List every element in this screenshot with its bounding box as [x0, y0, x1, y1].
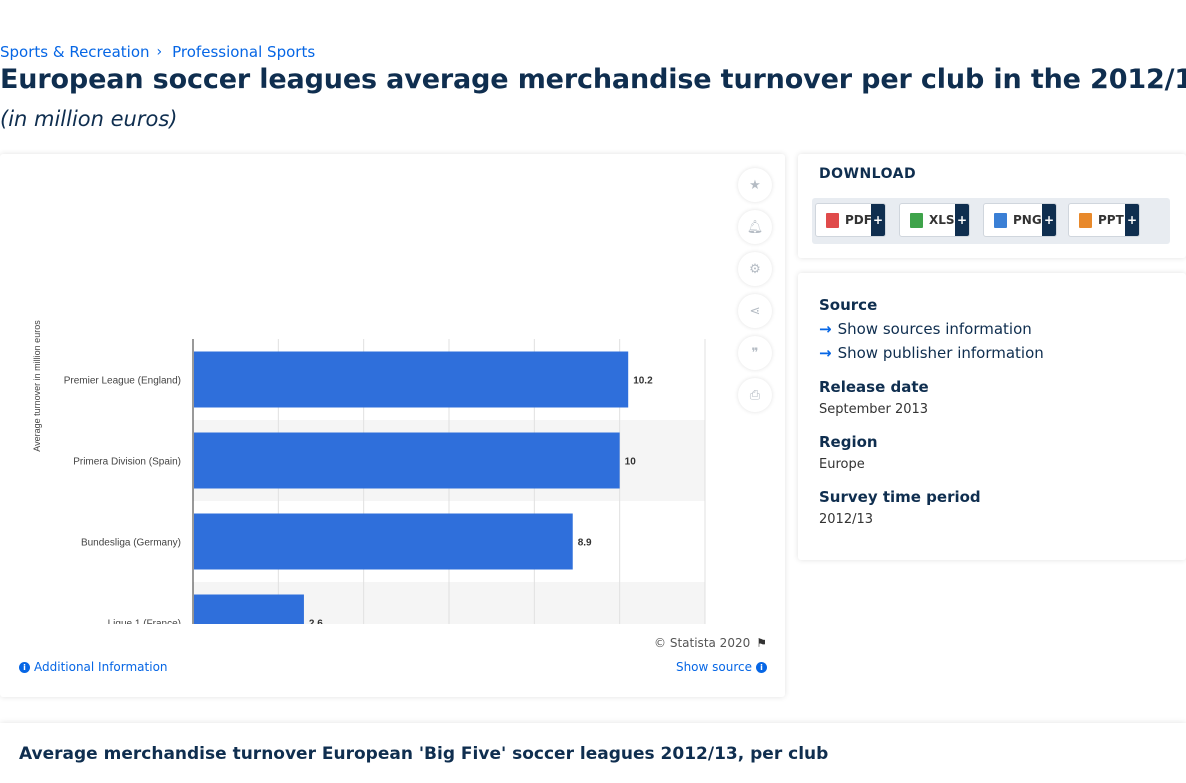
- release-date-value: September 2013: [819, 402, 929, 417]
- arrow-right-icon: →: [819, 320, 832, 338]
- bar[interactable]: [194, 351, 629, 408]
- download-png-button[interactable]: PNG +: [983, 203, 1057, 237]
- png-plus-icon[interactable]: +: [1042, 204, 1056, 236]
- star-icon[interactable]: ★: [738, 168, 772, 202]
- page-title: European soccer leagues average merchand…: [0, 64, 1186, 95]
- source-label: Source: [819, 296, 878, 314]
- related-statistic-title[interactable]: Average merchandise turnover European 'B…: [19, 744, 829, 764]
- download-title: DOWNLOAD: [819, 166, 917, 182]
- quote-icon[interactable]: ❞: [738, 336, 772, 370]
- show-publisher-link[interactable]: → Show publisher information: [819, 344, 1044, 362]
- breadcrumb: Sports & Recreation › Professional Sport…: [0, 43, 315, 61]
- related-statistic-card[interactable]: Average merchandise turnover European 'B…: [0, 723, 1186, 783]
- info-icon: i: [19, 661, 30, 673]
- breadcrumb-separator: ›: [156, 44, 163, 60]
- bar[interactable]: [194, 513, 573, 570]
- additional-information-label: Additional Information: [34, 660, 168, 674]
- info-card: Source → Show sources information → Show…: [798, 273, 1186, 560]
- bar-chart: Premier League (England) 10.2 Primera Divi…: [32, 320, 706, 625]
- region-label: Region: [819, 433, 878, 451]
- gear-icon[interactable]: ⚙: [738, 252, 772, 286]
- category-label: Premier League (England): [64, 376, 181, 387]
- value-label: 10.2: [633, 376, 653, 387]
- png-file-icon: [994, 212, 1007, 228]
- y-axis-label: Average turnover in million euros: [32, 320, 42, 452]
- show-source-link[interactable]: Show source i: [676, 660, 767, 674]
- release-date-label: Release date: [819, 378, 929, 396]
- download-ppt-button[interactable]: PPT +: [1068, 203, 1140, 237]
- download-pdf-button[interactable]: PDF +: [815, 203, 886, 237]
- download-xls-button[interactable]: XLS +: [899, 203, 970, 237]
- value-label: 10: [625, 457, 637, 468]
- download-pdf-label: PDF: [845, 213, 872, 227]
- show-publisher-label: Show publisher information: [837, 344, 1044, 362]
- breadcrumb-item-professional-sports[interactable]: Professional Sports: [172, 43, 316, 61]
- download-png-label: PNG: [1013, 213, 1042, 227]
- xls-plus-icon[interactable]: +: [955, 204, 969, 236]
- ppt-plus-icon[interactable]: +: [1125, 204, 1139, 236]
- pdf-plus-icon[interactable]: +: [871, 204, 885, 236]
- survey-period-value: 2012/13: [819, 512, 874, 527]
- download-card: DOWNLOAD PDF + XLS + PNG + PPT +: [798, 154, 1186, 258]
- pdf-file-icon: [826, 212, 839, 228]
- category-label: Bundesliga (Germany): [81, 538, 181, 549]
- copyright: © Statista 2020 ⚑: [654, 636, 767, 650]
- ppt-file-icon: [1079, 212, 1092, 228]
- share-icon[interactable]: ⋖: [738, 294, 772, 328]
- bell-icon[interactable]: 🔔︎: [738, 210, 772, 244]
- download-xls-label: XLS: [929, 213, 955, 227]
- survey-period-label: Survey time period: [819, 488, 981, 506]
- region-value: Europe: [819, 457, 865, 472]
- show-sources-label: Show sources information: [837, 320, 1032, 338]
- bar[interactable]: [194, 432, 620, 489]
- value-label: 2.6: [309, 619, 323, 625]
- show-source-label: Show source: [675, 660, 752, 674]
- arrow-right-icon: →: [819, 344, 832, 362]
- xls-file-icon: [910, 212, 923, 228]
- chart-toolbar: ★ 🔔︎ ⚙ ⋖ ❞ ⎙: [738, 168, 772, 420]
- flag-icon[interactable]: ⚑: [756, 636, 767, 650]
- chart-card: Premier League (England) 10.2 Primera Divi…: [0, 154, 785, 697]
- additional-information-link[interactable]: i Additional Information: [19, 660, 168, 674]
- category-label: Primera Division (Spain): [73, 457, 181, 468]
- download-ppt-label: PPT: [1098, 213, 1124, 227]
- download-buttons: PDF + XLS + PNG + PPT +: [812, 198, 1170, 244]
- copyright-text: © Statista 2020: [654, 636, 751, 650]
- breadcrumb-item-sports[interactable]: Sports & Recreation: [0, 43, 150, 61]
- show-sources-link[interactable]: → Show sources information: [819, 320, 1032, 338]
- value-label: 8.9: [578, 538, 592, 549]
- bar[interactable]: [194, 594, 304, 625]
- category-label: Ligue 1 (France): [108, 619, 181, 625]
- print-icon[interactable]: ⎙: [738, 378, 772, 412]
- info-icon: i: [756, 661, 767, 673]
- page-subtitle: (in million euros): [0, 107, 178, 131]
